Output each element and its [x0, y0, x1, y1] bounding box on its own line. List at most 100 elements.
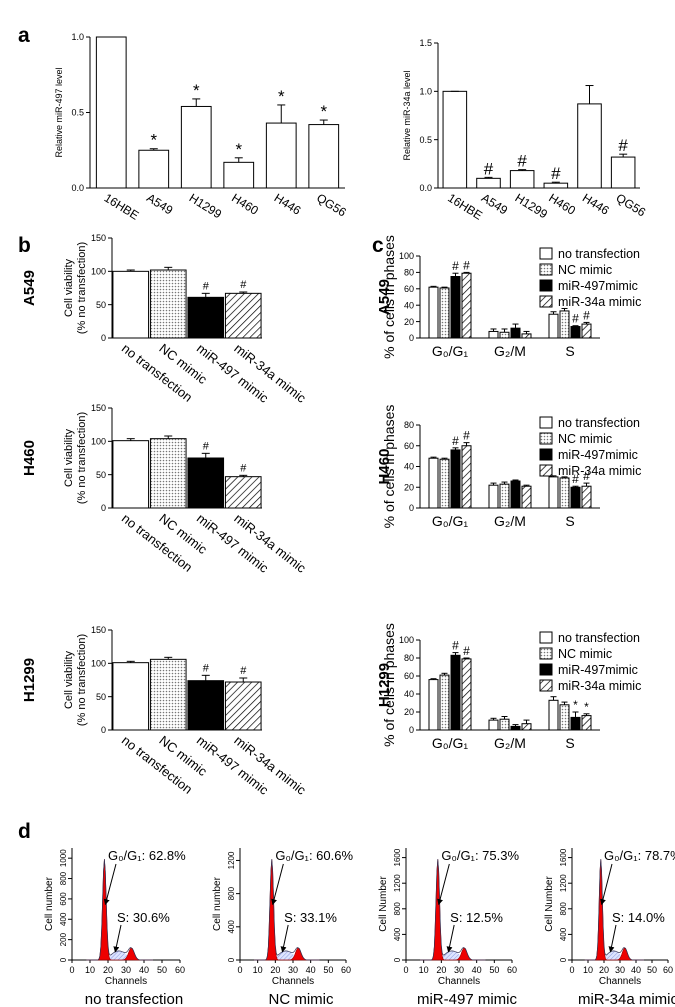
bar	[499, 718, 510, 731]
y-tick-label: 150	[91, 403, 106, 413]
y-tick-label: 0.0	[419, 183, 432, 193]
y-tick-label: 1.0	[71, 32, 84, 42]
bar	[510, 480, 521, 509]
row-label: H460	[21, 440, 38, 476]
arrow	[600, 863, 613, 906]
annotation: #	[463, 258, 470, 272]
bar	[149, 269, 187, 339]
caption: no transfection	[85, 991, 183, 1007]
bar	[521, 485, 532, 509]
annotation: #	[203, 280, 210, 292]
annotation: #	[240, 462, 247, 474]
y-axis-label: (% no transfection)	[76, 412, 88, 504]
annotation: #	[583, 469, 590, 483]
caption: NC mimic	[269, 991, 334, 1007]
y-tick-label: 150	[91, 233, 106, 243]
bar	[187, 680, 225, 731]
y-axis-label: Cell viability	[63, 428, 75, 487]
bar	[559, 704, 570, 731]
x-tick-label: 20	[270, 965, 280, 975]
x-tick-label: 20	[436, 965, 446, 975]
x-tick-label: 0	[237, 965, 242, 975]
x-tick-label: H460	[229, 191, 261, 218]
bar	[450, 276, 461, 339]
bar	[439, 458, 450, 509]
y-axis-label: Cell Number	[544, 876, 555, 932]
x-tick-label: 0	[403, 965, 408, 975]
y-tick-label: 400	[59, 912, 68, 926]
legend-label: no transfection	[558, 416, 640, 430]
x-tick-label: 60	[341, 965, 351, 975]
bar	[149, 438, 187, 509]
bar	[548, 476, 559, 509]
y-tick-label: 20	[404, 317, 414, 327]
annotation: #	[463, 644, 470, 658]
y-tick-label: 400	[227, 920, 236, 934]
bar	[548, 699, 559, 731]
x-tick-label: 40	[631, 965, 641, 975]
x-tick-label: 30	[615, 965, 625, 975]
x-tick-label: S	[565, 513, 574, 529]
annotation: *	[235, 140, 242, 159]
y-axis-label: Cell number	[44, 876, 55, 931]
bar	[548, 313, 559, 339]
x-tick-label: 50	[323, 965, 333, 975]
y-tick-label: 0	[59, 957, 68, 962]
bar	[581, 715, 592, 731]
y-tick-label: 100	[91, 658, 106, 668]
annotation: *	[193, 81, 200, 100]
fit-curve	[420, 859, 486, 961]
annotation: #	[484, 159, 494, 178]
phase-label: G₀/G₁: 78.7%	[604, 848, 675, 863]
bar	[224, 681, 262, 731]
fit-curve	[86, 859, 153, 961]
bar	[559, 477, 570, 509]
y-tick-label: 800	[393, 902, 402, 916]
legend-label: miR-497mimic	[558, 663, 638, 677]
y-tick-label: 400	[559, 927, 568, 941]
bar	[95, 36, 127, 189]
s-phase-area	[420, 950, 486, 960]
y-tick-label: 0	[393, 957, 402, 962]
y-tick-label: 0	[559, 957, 568, 962]
legend-swatch	[539, 631, 553, 644]
legend-swatch	[539, 279, 553, 292]
annotation: #	[618, 136, 628, 155]
annotation: #	[203, 440, 210, 452]
y-tick-label: 0	[227, 957, 236, 962]
x-tick-label: 40	[472, 965, 482, 975]
y-axis-label: % of cells in phases	[381, 235, 397, 359]
x-tick-label: H1299	[513, 191, 551, 222]
annotation: #	[463, 429, 470, 443]
x-tick-label: 10	[85, 965, 95, 975]
bar	[223, 161, 255, 189]
x-tick-label: H460	[546, 191, 578, 218]
bar	[499, 331, 510, 339]
y-tick-label: 800	[59, 871, 68, 885]
y-tick-label: 400	[393, 927, 402, 941]
x-tick-label: 50	[157, 965, 167, 975]
bar	[180, 105, 212, 189]
panel-label: a	[18, 24, 30, 47]
y-axis-label: Cell viability	[63, 258, 75, 317]
bar	[112, 270, 150, 339]
bar	[428, 286, 439, 339]
x-tick-label: 50	[489, 965, 499, 975]
y-tick-label: 1600	[559, 848, 568, 866]
row-label: H1299	[376, 663, 393, 707]
bar	[570, 716, 581, 731]
y-tick-label: 100	[91, 266, 106, 276]
y-tick-label: 600	[59, 892, 68, 906]
bar	[138, 149, 170, 189]
legend-swatch	[539, 448, 553, 461]
annotation: #	[583, 308, 590, 322]
arrow	[280, 924, 289, 953]
legend-swatch	[539, 464, 553, 477]
legend-swatch	[539, 263, 553, 276]
bar	[428, 457, 439, 509]
y-tick-label: 1200	[393, 874, 402, 892]
phase-label: S: 33.1%	[284, 910, 337, 925]
fit-curve	[254, 859, 320, 961]
x-tick-label: 30	[121, 965, 131, 975]
x-tick-label: A549	[479, 191, 510, 218]
